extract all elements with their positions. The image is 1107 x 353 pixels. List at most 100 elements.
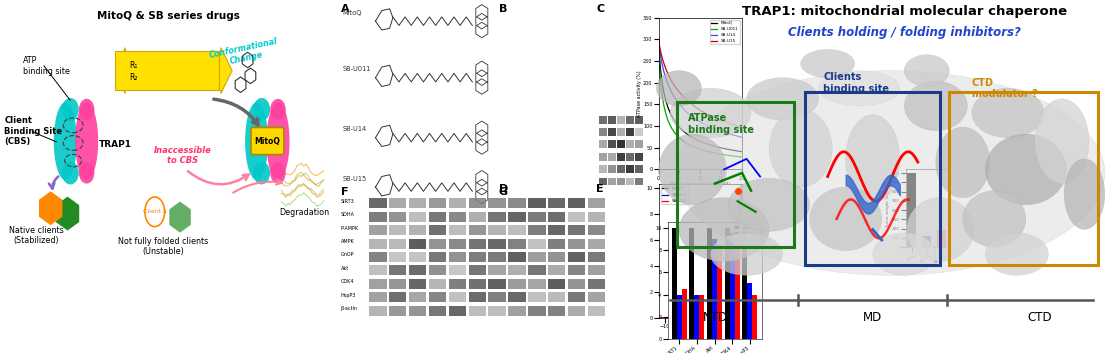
Legend: MitoQ, SB-U011, SB-U14, SB-U15: MitoQ, SB-U011, SB-U14, SB-U15 (710, 20, 739, 44)
FancyBboxPatch shape (600, 116, 608, 124)
SB-U15 (731, 303, 744, 307)
Bar (735, 239, 739, 339)
Text: CTD
modulator ?: CTD modulator ? (972, 78, 1037, 99)
FancyBboxPatch shape (528, 212, 546, 222)
Ellipse shape (769, 109, 832, 187)
Ellipse shape (676, 71, 1105, 275)
SB-U14 (668, 95, 681, 99)
FancyBboxPatch shape (488, 239, 506, 249)
FancyBboxPatch shape (408, 279, 426, 289)
FancyBboxPatch shape (528, 252, 546, 262)
Text: CTD: CTD (1027, 311, 1052, 324)
FancyBboxPatch shape (408, 292, 426, 302)
SB-U011 (655, 92, 669, 96)
Ellipse shape (254, 162, 270, 184)
FancyBboxPatch shape (508, 252, 526, 262)
FancyBboxPatch shape (568, 306, 586, 316)
FancyBboxPatch shape (588, 198, 606, 208)
Text: MitoQ: MitoQ (342, 10, 362, 16)
FancyBboxPatch shape (568, 265, 586, 275)
FancyBboxPatch shape (618, 153, 625, 161)
DMSO (674, 316, 687, 320)
Y-axis label: ATPase activity (%): ATPase activity (%) (637, 70, 642, 117)
FancyBboxPatch shape (508, 225, 526, 235)
FancyBboxPatch shape (370, 279, 386, 289)
FancyBboxPatch shape (548, 198, 566, 208)
FancyBboxPatch shape (488, 292, 506, 302)
MitoQ (728, 148, 742, 152)
FancyBboxPatch shape (508, 306, 526, 316)
FancyBboxPatch shape (428, 239, 446, 249)
SB-U15 (735, 300, 748, 304)
FancyBboxPatch shape (468, 198, 486, 208)
DMSO (735, 188, 748, 192)
FancyBboxPatch shape (448, 239, 466, 249)
FancyBboxPatch shape (548, 292, 566, 302)
FancyBboxPatch shape (468, 225, 486, 235)
Text: MitoQ & SB series drugs: MitoQ & SB series drugs (97, 11, 240, 20)
Text: Inaccessible
to CBS: Inaccessible to CBS (154, 146, 211, 165)
FancyBboxPatch shape (408, 198, 426, 208)
Bar (700, 294, 704, 339)
Text: ATP
binding site: ATP binding site (22, 56, 70, 76)
Ellipse shape (972, 88, 1044, 138)
Line: MitoQ: MitoQ (659, 39, 742, 152)
Ellipse shape (746, 78, 819, 120)
FancyBboxPatch shape (568, 252, 586, 262)
FancyBboxPatch shape (618, 178, 625, 185)
MitoQ (735, 150, 748, 154)
DMSO (658, 316, 671, 320)
Bar (682, 289, 686, 339)
FancyBboxPatch shape (389, 212, 406, 222)
Ellipse shape (985, 233, 1048, 275)
FancyBboxPatch shape (588, 212, 606, 222)
DMSO (728, 242, 742, 246)
SB-U15 (674, 316, 687, 320)
SB-U14 (731, 289, 744, 294)
FancyBboxPatch shape (548, 306, 566, 316)
FancyBboxPatch shape (568, 225, 586, 235)
FancyBboxPatch shape (568, 198, 586, 208)
FancyBboxPatch shape (618, 165, 625, 173)
Ellipse shape (79, 162, 94, 184)
Text: ATPase
binding site: ATPase binding site (687, 113, 754, 134)
FancyBboxPatch shape (488, 265, 506, 275)
FancyArrow shape (219, 48, 232, 94)
Text: TRAP1: mitochondrial molecular chaperone: TRAP1: mitochondrial molecular chaperone (742, 5, 1067, 18)
SB-U14 (655, 316, 669, 320)
FancyBboxPatch shape (428, 225, 446, 235)
Ellipse shape (656, 71, 702, 106)
Ellipse shape (54, 102, 76, 180)
Ellipse shape (985, 134, 1066, 205)
FancyBboxPatch shape (448, 198, 466, 208)
FancyBboxPatch shape (548, 252, 566, 262)
Text: Native clients
(Stabilized): Native clients (Stabilized) (9, 226, 64, 245)
FancyBboxPatch shape (625, 178, 634, 185)
FancyBboxPatch shape (488, 252, 506, 262)
SB-U15 (655, 55, 669, 59)
Ellipse shape (79, 99, 94, 120)
SB-U15 (674, 92, 687, 96)
Text: Client
Binding Site
(CBS): Client Binding Site (CBS) (4, 116, 62, 146)
FancyBboxPatch shape (634, 153, 643, 161)
FancyBboxPatch shape (609, 128, 617, 136)
Bar (707, 228, 712, 339)
FancyBboxPatch shape (389, 279, 406, 289)
FancyBboxPatch shape (634, 178, 643, 185)
FancyBboxPatch shape (389, 198, 406, 208)
SB-U14 (728, 133, 742, 138)
SB-U15 (728, 123, 742, 127)
SB-U14 (735, 135, 748, 139)
FancyBboxPatch shape (370, 225, 386, 235)
FancyBboxPatch shape (609, 165, 617, 173)
FancyBboxPatch shape (448, 225, 466, 235)
DMSO (731, 223, 744, 227)
Y-axis label: Tumor weight (mg): Tumor weight (mg) (886, 189, 890, 228)
SB-U15 (668, 316, 681, 320)
Bar (743, 228, 747, 339)
Ellipse shape (809, 187, 881, 251)
FancyBboxPatch shape (588, 279, 606, 289)
FancyBboxPatch shape (634, 128, 643, 136)
Bar (805, 92, 940, 265)
SB-U14 (674, 104, 687, 108)
